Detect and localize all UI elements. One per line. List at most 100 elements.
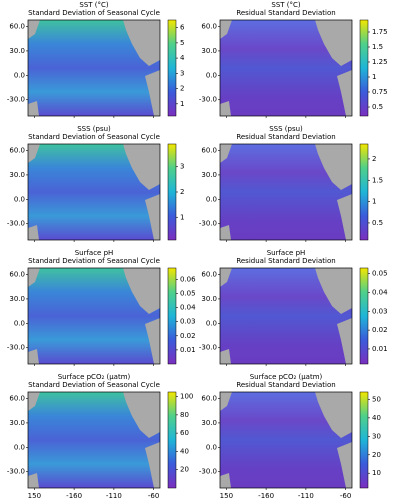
land (123, 268, 160, 314)
y-tick-label: -30.0 (7, 96, 25, 104)
land (28, 144, 40, 163)
land (220, 225, 231, 240)
colorbar-tick-label: 6 (180, 24, 185, 32)
land (220, 349, 231, 364)
colorbar-tick-label: 1 (372, 73, 376, 81)
panel-subtitle: Standard Deviation of Seasonal Cycle (28, 257, 160, 265)
colorbar-tick-label: 1 (372, 198, 376, 206)
land (145, 318, 160, 364)
map (27, 391, 161, 489)
colorbar (167, 143, 177, 241)
land (337, 194, 352, 240)
map (219, 143, 353, 241)
y-tick-label: 0.0 (14, 71, 25, 79)
y-tick-label: -30.0 (199, 96, 217, 104)
colorbar-tick-label: 5 (180, 39, 184, 47)
map (219, 267, 353, 365)
land (220, 144, 232, 163)
y-tick-label: -30.0 (199, 468, 217, 476)
land (315, 144, 352, 190)
panel-title: SSS (psu) (269, 125, 303, 133)
land (220, 101, 231, 116)
panel-title: Surface pH (267, 249, 306, 257)
colorbar-tick-label: 0.02 (180, 332, 196, 340)
colorbar-tick-label: 0.5 (372, 219, 383, 227)
map-frame (27, 19, 161, 117)
colorbar-tick-label: 60 (180, 429, 189, 437)
y-tick-label: 30.0 (201, 295, 217, 303)
land (145, 442, 160, 488)
colorbar-tick-label: 30 (372, 432, 381, 440)
colorbar-tick-label: 1 (180, 100, 184, 108)
y-tick-label: 0.0 (14, 319, 25, 327)
land (28, 349, 39, 364)
land (220, 20, 232, 39)
y-tick-label: 30.0 (201, 419, 217, 427)
y-tick-label: 0.0 (206, 319, 217, 327)
colorbar-tick-label: 4 (180, 54, 185, 62)
y-tick-label: -30.0 (199, 220, 217, 228)
map-frame (219, 19, 353, 117)
land (315, 392, 352, 438)
map-frame (27, 391, 161, 489)
map (27, 143, 161, 241)
panel-subtitle: Standard Deviation of Seasonal Cycle (28, 381, 160, 389)
x-tick-label: -160 (258, 492, 274, 500)
panel-subtitle: Residual Standard Deviation (236, 9, 335, 17)
panel-title: Surface pCO₂ (μatm) (58, 373, 131, 381)
y-tick-label: 60.0 (9, 395, 25, 403)
colorbar-tick-label: 2 (180, 85, 184, 93)
x-tick-label: -160 (66, 492, 82, 500)
panel-subtitle: Standard Deviation of Seasonal Cycle (28, 133, 160, 141)
panel-title: SST (°C) (271, 1, 301, 9)
land (123, 20, 160, 66)
y-tick-label: 60.0 (201, 271, 217, 279)
panel-subtitle: Standard Deviation of Seasonal Cycle (28, 9, 160, 17)
y-tick-label: 30.0 (201, 47, 217, 55)
colorbar (167, 19, 177, 117)
x-tick-label: -110 (106, 492, 122, 500)
colorbar-tick-label: 10 (372, 469, 381, 477)
panel-subtitle: Residual Standard Deviation (236, 381, 335, 389)
colorbar (167, 391, 177, 489)
map (219, 391, 353, 489)
colorbar-tick-label: 0.01 (180, 346, 196, 354)
map-frame (219, 143, 353, 241)
colorbar-tick-label: 0.04 (372, 288, 388, 296)
colorbar-tick-label: 20 (372, 451, 381, 459)
colorbar-tick-label: 0.03 (180, 318, 196, 326)
panel-title: Surface pCO₂ (μatm) (250, 373, 323, 381)
land (315, 20, 352, 66)
colorbar-tick-label: 1.25 (372, 58, 388, 66)
y-tick-label: -30.0 (7, 344, 25, 352)
colorbar-tick-label: 1.5 (372, 43, 383, 51)
colorbar-tick-label: 20 (180, 466, 189, 474)
colorbar-tick-label: 40 (180, 447, 189, 455)
colorbar-tick-label: 0.75 (372, 88, 388, 96)
colorbar-tick-label: 3 (180, 163, 184, 171)
land (28, 268, 40, 287)
x-tick-label: -110 (298, 492, 314, 500)
y-tick-label: -30.0 (7, 220, 25, 228)
y-tick-label: 30.0 (9, 47, 25, 55)
y-tick-label: 60.0 (201, 395, 217, 403)
x-tick-label: -60 (148, 492, 159, 500)
map-frame (219, 267, 353, 365)
map-frame (219, 391, 353, 489)
y-tick-label: 60.0 (201, 147, 217, 155)
land (123, 144, 160, 190)
panel-title: Surface pH (75, 249, 114, 257)
colorbar (359, 267, 369, 365)
y-tick-label: 30.0 (201, 171, 217, 179)
y-tick-label: 60.0 (201, 23, 217, 31)
land (28, 473, 39, 488)
colorbar-tick-label: 100 (180, 393, 193, 401)
colorbar-tick-label: 0.03 (372, 307, 388, 315)
colorbar (167, 267, 177, 365)
colorbar-tick-label: 0.05 (180, 289, 196, 297)
panel-subtitle: Residual Standard Deviation (236, 133, 335, 141)
panel-subtitle: Residual Standard Deviation (236, 257, 335, 265)
land (145, 70, 160, 116)
y-tick-label: 60.0 (9, 147, 25, 155)
x-tick-label: -60 (340, 492, 351, 500)
